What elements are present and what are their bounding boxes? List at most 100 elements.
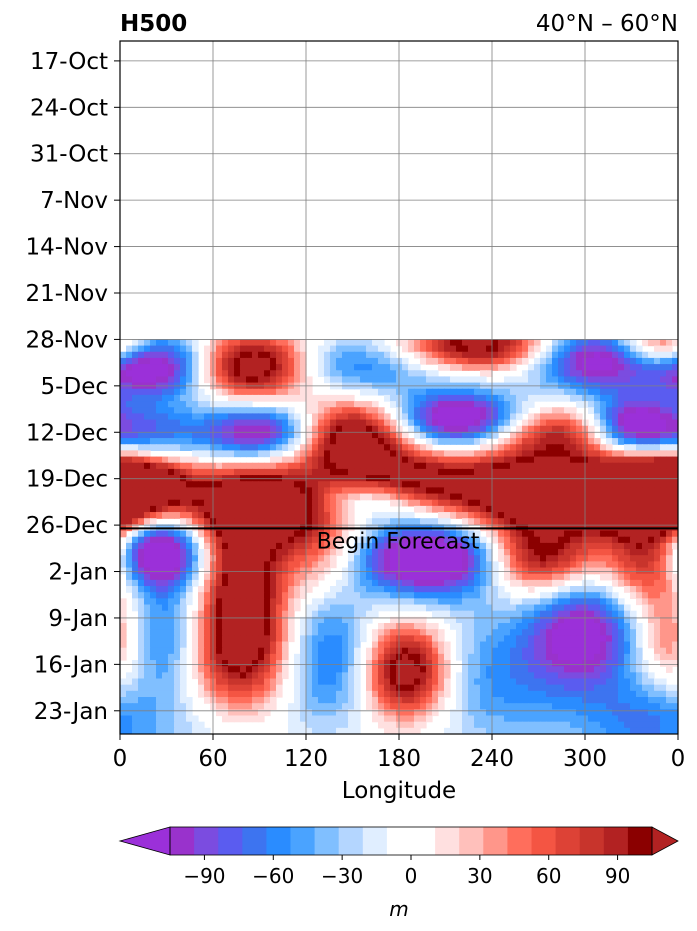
heatmap-cell bbox=[186, 388, 193, 396]
heatmap-cell bbox=[408, 598, 415, 606]
heatmap-cell bbox=[438, 518, 445, 525]
heatmap-cell bbox=[312, 401, 319, 408]
heatmap-cell bbox=[570, 487, 577, 495]
heatmap-cell bbox=[294, 438, 301, 445]
heatmap-cell bbox=[468, 419, 475, 427]
heatmap-cell bbox=[132, 672, 139, 680]
heatmap-cell bbox=[384, 672, 391, 680]
heatmap-cell bbox=[132, 413, 139, 421]
heatmap-cell bbox=[204, 364, 211, 371]
heatmap-cell bbox=[246, 530, 253, 538]
heatmap-cell bbox=[618, 629, 625, 636]
heatmap-cell bbox=[474, 629, 481, 636]
heatmap-cell bbox=[144, 462, 151, 470]
heatmap-cell bbox=[246, 573, 253, 581]
heatmap-cell bbox=[630, 444, 637, 451]
heatmap-cell bbox=[534, 678, 541, 686]
heatmap-cell bbox=[408, 542, 415, 550]
heatmap-cell bbox=[426, 401, 433, 408]
heatmap-cell bbox=[306, 690, 313, 698]
heatmap-cell bbox=[486, 542, 493, 550]
heatmap-cell bbox=[312, 438, 319, 445]
heatmap-cell bbox=[534, 376, 541, 384]
heatmap-cell bbox=[534, 419, 541, 427]
heatmap-cell bbox=[426, 345, 433, 353]
heatmap-cell bbox=[168, 567, 175, 575]
heatmap-cell bbox=[294, 481, 301, 488]
heatmap-cell bbox=[540, 616, 547, 624]
heatmap-cell bbox=[498, 592, 505, 599]
heatmap-cell bbox=[516, 598, 523, 606]
heatmap-cell bbox=[648, 413, 655, 421]
heatmap-cell bbox=[528, 530, 535, 538]
heatmap-cell bbox=[336, 660, 343, 667]
heatmap-cell bbox=[120, 697, 127, 704]
heatmap-cell bbox=[306, 623, 313, 630]
heatmap-cell bbox=[270, 555, 277, 562]
heatmap-cell bbox=[264, 394, 271, 402]
heatmap-cell bbox=[612, 573, 619, 581]
heatmap-cell bbox=[228, 499, 235, 507]
heatmap-cell bbox=[438, 468, 445, 476]
heatmap-cell bbox=[288, 431, 295, 439]
heatmap-cell bbox=[198, 407, 205, 415]
heatmap-cell bbox=[552, 339, 559, 347]
heatmap-cell bbox=[276, 450, 283, 458]
heatmap-cell bbox=[330, 647, 337, 655]
heatmap-cell bbox=[426, 635, 433, 643]
heatmap-cell bbox=[174, 586, 181, 593]
heatmap-cell bbox=[444, 579, 451, 587]
heatmap-cell bbox=[264, 431, 271, 439]
heatmap-cell bbox=[480, 666, 487, 673]
heatmap-cell bbox=[444, 549, 451, 556]
heatmap-cell bbox=[144, 339, 151, 347]
heatmap-cell bbox=[456, 586, 463, 593]
heatmap-cell bbox=[552, 567, 559, 575]
heatmap-cell bbox=[558, 364, 565, 371]
heatmap-cell bbox=[636, 394, 643, 402]
heatmap-cell bbox=[606, 653, 613, 661]
heatmap-cell bbox=[588, 468, 595, 476]
heatmap-cell bbox=[174, 629, 181, 636]
heatmap-cell bbox=[156, 549, 163, 556]
heatmap-cell bbox=[588, 450, 595, 458]
heatmap-cell bbox=[462, 450, 469, 458]
heatmap-cell bbox=[432, 549, 439, 556]
heatmap-cell bbox=[528, 512, 535, 519]
heatmap-cell bbox=[126, 345, 133, 353]
heatmap-cell bbox=[162, 579, 169, 587]
heatmap-cell bbox=[288, 567, 295, 575]
heatmap-cell bbox=[330, 468, 337, 476]
heatmap-cell bbox=[570, 505, 577, 513]
heatmap-cell bbox=[378, 530, 385, 538]
heatmap-cell bbox=[558, 555, 565, 562]
heatmap-cell bbox=[534, 518, 541, 525]
heatmap-cell bbox=[462, 573, 469, 581]
heatmap-cell bbox=[516, 530, 523, 538]
heatmap-cell bbox=[120, 376, 127, 384]
heatmap-cell bbox=[360, 549, 367, 556]
heatmap-cell bbox=[180, 388, 187, 396]
heatmap-cell bbox=[234, 561, 241, 569]
heatmap-cell bbox=[600, 684, 607, 692]
heatmap-cell bbox=[588, 388, 595, 396]
heatmap-cell bbox=[660, 339, 667, 347]
heatmap-cell bbox=[384, 450, 391, 458]
heatmap-cell bbox=[630, 610, 637, 618]
heatmap-cell bbox=[426, 407, 433, 415]
heatmap-cell bbox=[162, 388, 169, 396]
heatmap-cell bbox=[450, 456, 457, 464]
heatmap-cell bbox=[372, 431, 379, 439]
heatmap-cell bbox=[612, 678, 619, 686]
heatmap-cell bbox=[540, 647, 547, 655]
heatmap-cell bbox=[384, 481, 391, 488]
heatmap-cell bbox=[606, 401, 613, 408]
heatmap-cell bbox=[648, 610, 655, 618]
heatmap-cell bbox=[672, 610, 678, 618]
heatmap-cell bbox=[390, 456, 397, 464]
heatmap-cell bbox=[372, 530, 379, 538]
heatmap-cell bbox=[612, 419, 619, 427]
heatmap-cell bbox=[444, 518, 451, 525]
heatmap-cell bbox=[426, 493, 433, 501]
heatmap-cell bbox=[198, 493, 205, 501]
